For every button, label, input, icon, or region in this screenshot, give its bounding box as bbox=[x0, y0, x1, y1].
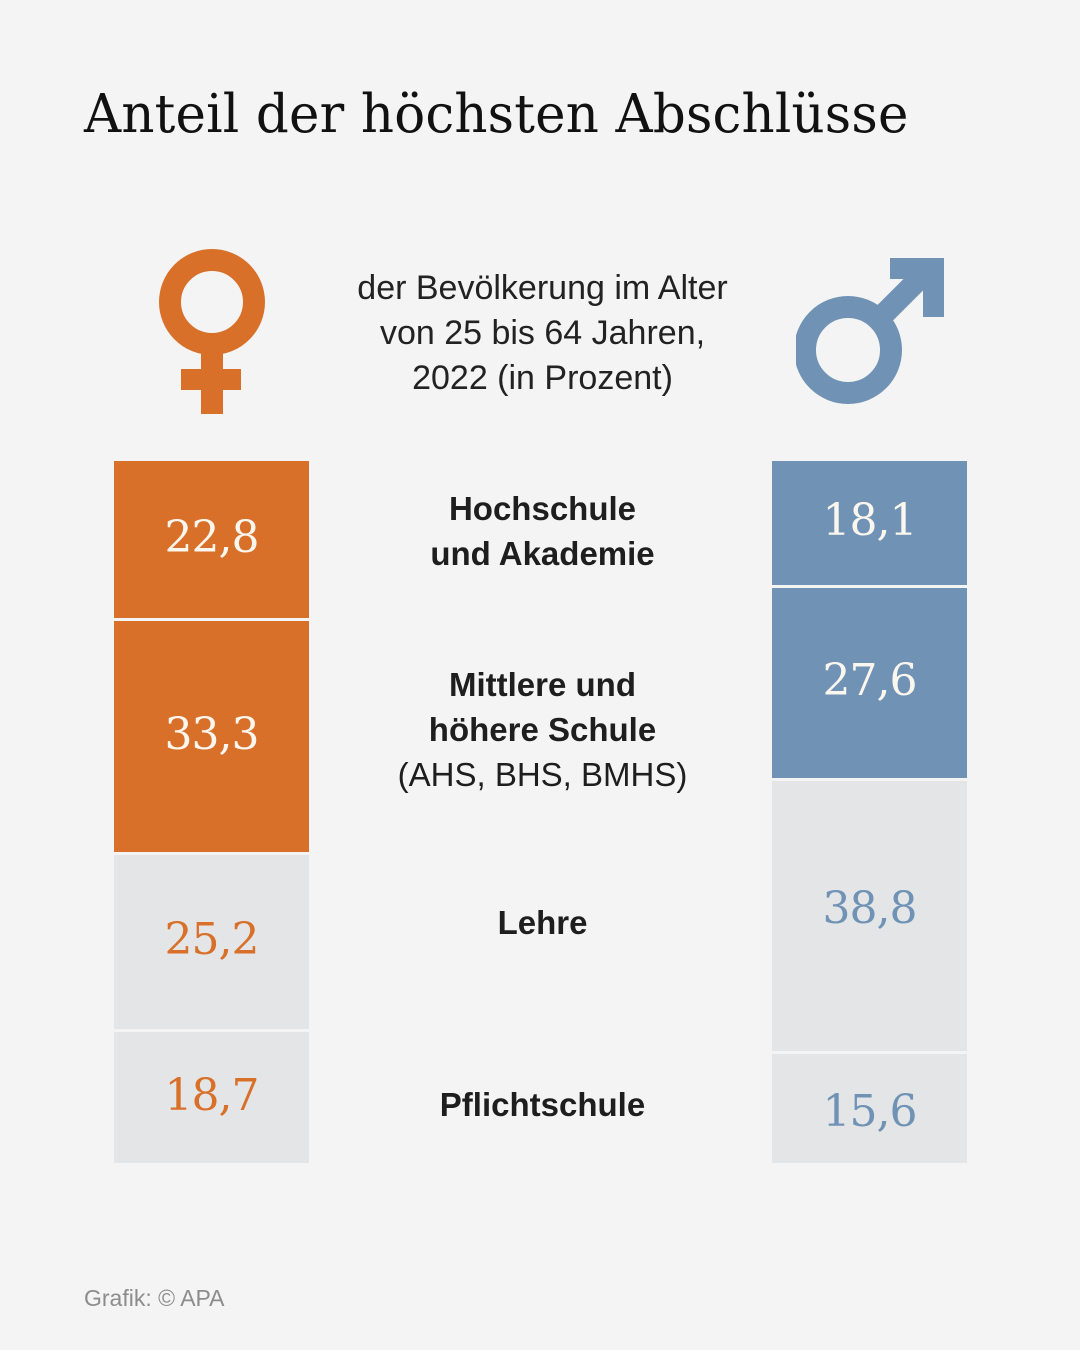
category-sublabel: (AHS, BHS, BMHS) bbox=[397, 756, 688, 793]
category-label-pflichtschule: Pflichtschule bbox=[340, 1082, 745, 1127]
female-segment-pflichtschule: 18,7 bbox=[114, 1032, 309, 1163]
male-segment-hochschule: 18,1 bbox=[772, 461, 967, 585]
category-label-hochschule: Hochschule und Akademie bbox=[340, 486, 745, 576]
female-segment-mittlere-hoehere-schule: 33,3 bbox=[114, 621, 309, 852]
category-label-lehre: Lehre bbox=[340, 900, 745, 945]
value-label: 27,6 bbox=[822, 655, 918, 706]
category-label-line: Pflichtschule bbox=[439, 1086, 646, 1123]
female-segment-hochschule: 22,8 bbox=[114, 461, 309, 618]
male-segment-pflichtschule: 15,6 bbox=[772, 1054, 967, 1163]
female-segment-lehre: 25,2 bbox=[114, 855, 309, 1029]
chart-subtitle: der Bevölkerung im Alter von 25 bis 64 J… bbox=[290, 266, 795, 401]
value-label: 33,3 bbox=[164, 708, 260, 760]
value-label: 15,6 bbox=[822, 1085, 918, 1137]
value-label: 18,7 bbox=[164, 1069, 260, 1121]
source-credit: Grafik: © APA bbox=[84, 1285, 225, 1311]
female-stacked-bar: 22,8 33,3 25,2 18,7 bbox=[114, 461, 309, 1163]
category-label-mittlere-hoehere-schule: Mittlere und höhere Schule (AHS, BHS, BM… bbox=[340, 662, 745, 797]
subtitle-line: von 25 bis 64 Jahren, bbox=[379, 314, 706, 352]
category-label-line: und Akademie bbox=[430, 535, 655, 572]
female-symbol-icon bbox=[159, 249, 265, 414]
male-segment-mittlere-hoehere-schule: 27,6 bbox=[772, 588, 967, 778]
value-label: 25,2 bbox=[164, 914, 260, 965]
value-label: 38,8 bbox=[822, 882, 918, 934]
category-label-line: Mittlere und bbox=[449, 666, 636, 703]
chart-title: Anteil der höchsten Abschlüsse bbox=[84, 84, 909, 145]
category-label-line: Hochschule bbox=[448, 490, 637, 527]
value-label: 18,1 bbox=[822, 495, 918, 546]
subtitle-line: 2022 (in Prozent) bbox=[412, 359, 673, 397]
value-label: 22,8 bbox=[164, 511, 260, 563]
category-label-line: Lehre bbox=[497, 904, 588, 941]
male-stacked-bar: 18,1 27,6 38,8 15,6 bbox=[772, 461, 967, 1163]
male-symbol-icon bbox=[796, 258, 944, 404]
subtitle-line: der Bevölkerung im Alter bbox=[357, 269, 728, 307]
category-label-line: höhere Schule bbox=[428, 711, 657, 748]
male-segment-lehre: 38,8 bbox=[772, 781, 967, 1051]
